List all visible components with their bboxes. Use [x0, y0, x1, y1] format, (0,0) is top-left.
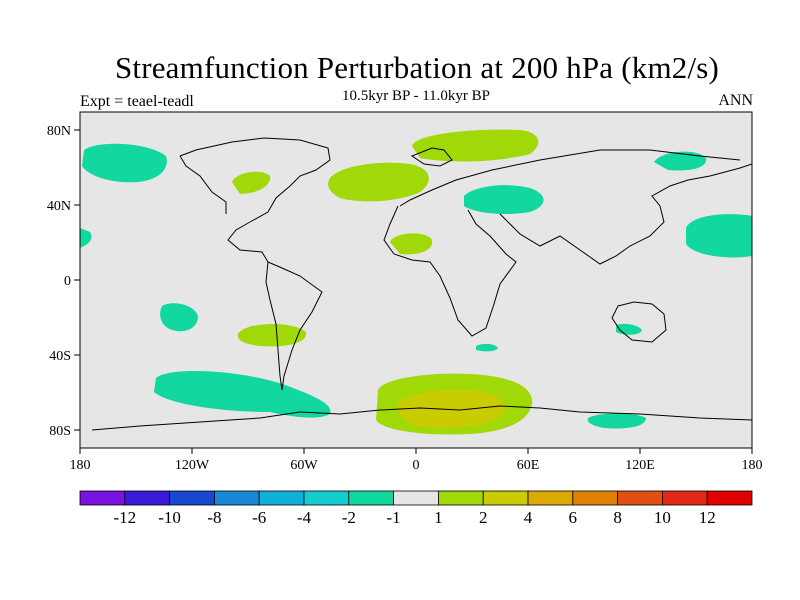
anomaly-positive-arctic — [412, 129, 539, 162]
colorbar-label: 6 — [569, 508, 578, 527]
y-tick-label: 80S — [49, 424, 71, 439]
x-tick-label: 180 — [70, 458, 91, 473]
colorbar-box — [437, 490, 484, 506]
anomaly-negative-east-atlantic — [464, 185, 544, 214]
colorbar-label: 12 — [699, 508, 716, 527]
y-tick-label: 40S — [49, 349, 71, 364]
colorbar-box — [482, 490, 529, 506]
anomaly-negative-west-pacific — [686, 214, 752, 258]
plot-subtitle: 10.5kyr BP - 11.0kyr BP — [341, 88, 491, 104]
x-tick-label: 60E — [517, 458, 540, 473]
colorbar-label: -12 — [113, 508, 136, 527]
colorbar-label: -10 — [158, 508, 181, 527]
colorbar-box — [213, 490, 260, 506]
colorbar-label: 4 — [524, 508, 533, 527]
colorbar-label: -1 — [387, 508, 401, 527]
colorbar-box — [79, 490, 126, 506]
colorbar-box — [303, 490, 350, 506]
coastlines — [91, 137, 752, 431]
colorbar-box — [169, 490, 215, 506]
tick-marks — [74, 129, 753, 454]
anomaly-negative-indian-ocean-small — [476, 343, 498, 352]
y-tick-label: 0 — [64, 274, 71, 289]
y-tick-label: 80N — [47, 124, 71, 139]
y-tick-label: 40N — [47, 199, 71, 214]
x-tick-label: 0 — [413, 458, 420, 473]
anomaly-negative-north-pacific — [82, 143, 167, 183]
colorbar-label: 2 — [479, 508, 488, 527]
anomaly-negative-tropical-atlantic-edge — [80, 228, 92, 248]
colorbar-box — [662, 490, 708, 506]
colorbar-label: 10 — [654, 508, 671, 527]
colorbar-box — [124, 490, 171, 506]
x-tick-label: 120W — [175, 458, 210, 473]
anomaly-positive-south-america — [237, 323, 307, 347]
x-tick-label: 120E — [625, 458, 655, 473]
x-tick-label: 180 — [742, 458, 763, 473]
anomaly-negative-southern-ocean-pacific — [154, 371, 331, 418]
anomaly-negative-east-siberia — [654, 151, 707, 171]
colorbar-label: -2 — [342, 508, 356, 527]
anomaly-positive-core — [397, 389, 505, 428]
colorbar-label: -8 — [207, 508, 221, 527]
plot-title: Streamfunction Perturbation at 200 hPa (… — [114, 50, 720, 85]
anomaly-positive-north-atlantic — [328, 162, 429, 202]
anomaly-positive-west-africa — [390, 233, 433, 255]
anomaly-negative-south-pacific — [160, 303, 198, 332]
colorbar-box — [527, 490, 574, 506]
colorbar-label: 1 — [434, 508, 443, 527]
colorbar-box — [706, 490, 753, 506]
colorbar-label: -4 — [297, 508, 312, 527]
colorbar-box — [393, 490, 439, 506]
colorbar-box — [572, 490, 618, 506]
experiment-label: Expt = teael-teadl — [80, 93, 194, 110]
colorbar-label: 8 — [613, 508, 622, 527]
colorbar-box — [617, 490, 663, 506]
anomaly-negative-southern-ocean-indian — [587, 413, 646, 429]
colorbar: -12 -10 -8 -6 -4 -2 -1 1 2 4 6 8 10 12 — [79, 490, 753, 527]
anomaly-positive-hudson — [232, 171, 271, 194]
x-tick-label: 60W — [290, 458, 318, 473]
colorbar-box — [258, 490, 305, 506]
colorbar-box — [348, 490, 394, 506]
colorbar-label: -6 — [252, 508, 266, 527]
season-label: ANN — [718, 92, 753, 109]
